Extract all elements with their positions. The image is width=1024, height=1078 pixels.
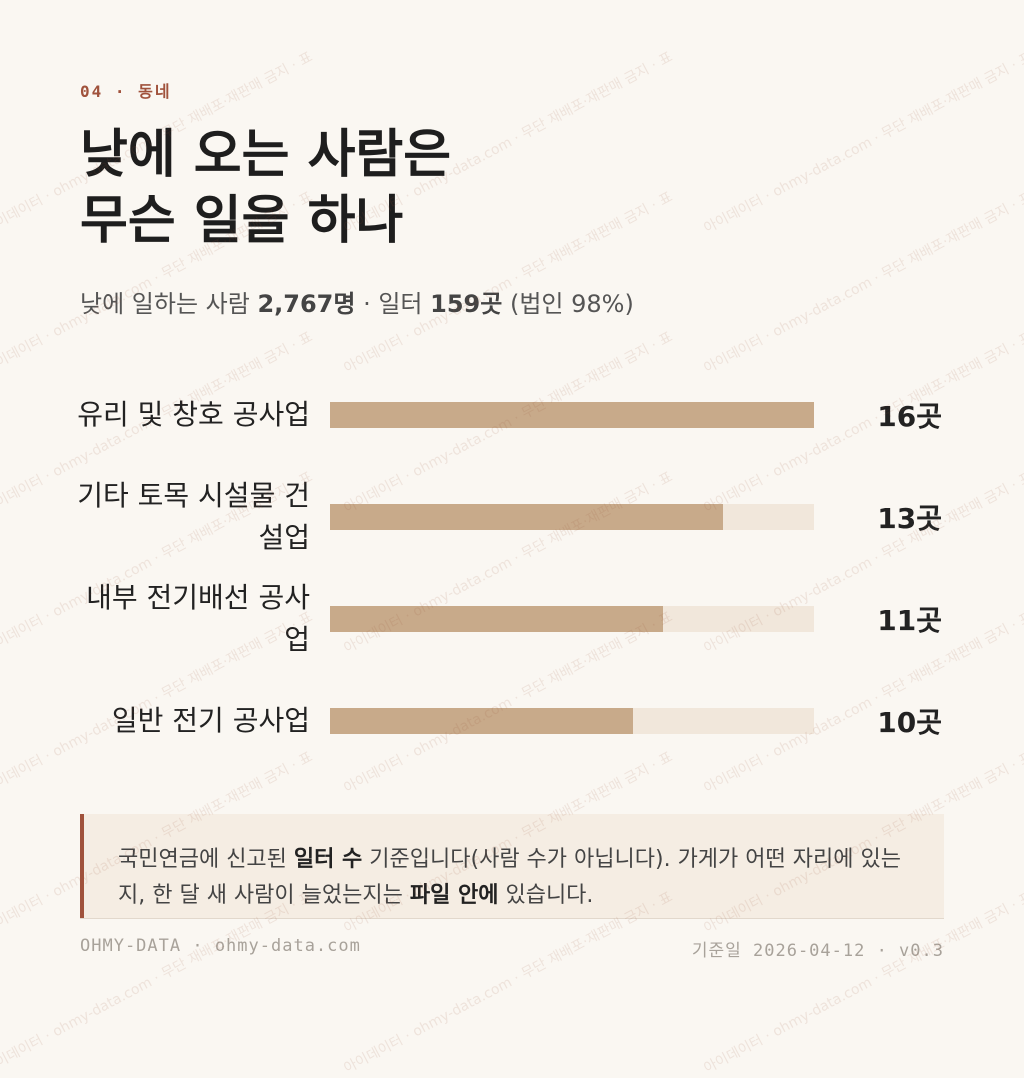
title-line: 낮에 오는 사람은 xyxy=(80,125,452,185)
bar-row: 내부 전기배선 공사업 11곳 xyxy=(0,574,1024,664)
subtitle: 낮에 일하는 사람 2,767명 · 일터 159곳 (법인 98%) xyxy=(80,284,634,319)
subtitle-text: · 일터 xyxy=(355,290,431,318)
divider xyxy=(80,918,944,919)
title: 낮에 오는 사람은 무슨 일을 하나 xyxy=(80,122,451,254)
infographic: 04 · 동네 낮에 오는 사람은 무슨 일을 하나 낮에 일하는 사람 2,7… xyxy=(0,49,1024,1077)
category-label: 일반 전기 공사업 xyxy=(111,704,310,737)
value-label: 11곳 xyxy=(877,604,942,637)
title-line: 무슨 일을 하나 xyxy=(80,191,404,251)
watermark: 아이데이터 · ohmy-data.com · 무단 재배포·재판매 금지 · … xyxy=(701,49,1024,237)
watermark: 아이데이터 · ohmy-data.com · 무단 재배포·재판매 금지 · … xyxy=(701,189,1024,377)
bar-row: 유리 및 창호 공사업 16곳 xyxy=(0,370,1024,460)
bar-track xyxy=(330,708,814,734)
subtitle-text: (법인 98%) xyxy=(502,290,634,318)
subtitle-text: 낮에 일하는 사람 xyxy=(80,290,258,318)
note-text: 기준입니다(사람 수가 아닙니다). 가게가 어떤 자리에 있는지, 한 달 새… xyxy=(118,847,901,908)
note-emphasis: 일터 수 xyxy=(293,847,363,872)
bar-track xyxy=(330,504,814,530)
category-label: 유리 및 창호 공사업 xyxy=(77,398,310,431)
note-emphasis: 파일 안에 xyxy=(409,883,499,908)
bar xyxy=(330,708,633,734)
value-label: 13곳 xyxy=(877,502,942,535)
bar-track xyxy=(330,402,814,428)
note: 국민연금에 신고된 일터 수 기준입니다(사람 수가 아닙니다). 가게가 어떤… xyxy=(80,814,944,918)
bar xyxy=(330,606,663,632)
bar xyxy=(330,402,814,428)
value-label: 10곳 xyxy=(877,706,942,739)
subtitle-count: 159곳 xyxy=(430,290,503,318)
subtitle-count: 2,767명 xyxy=(257,290,356,318)
category-label: 내부 전기배선 공사업 xyxy=(86,581,310,656)
eyebrow: 04 · 동네 xyxy=(80,82,172,101)
category-label: 기타 토목 시설물 건설업 xyxy=(77,479,310,554)
footer-left: OHMY-DATA · ohmy-data.com xyxy=(80,936,361,956)
footer-right: 기준일 2026-04-12 · v0.3 xyxy=(691,941,944,961)
bar-row: 기타 토목 시설물 건설업 13곳 xyxy=(0,472,1024,562)
bar-row: 일반 전기 공사업 10곳 xyxy=(0,676,1024,766)
page: {"header": {"eyebrow": "04 · 동네", "title… xyxy=(0,49,1024,1077)
bar-track xyxy=(330,606,814,632)
note-text: 있습니다. xyxy=(498,883,594,908)
note-text: 국민연금에 신고된 xyxy=(118,847,294,872)
bar xyxy=(330,504,724,530)
value-label: 16곳 xyxy=(877,400,942,433)
